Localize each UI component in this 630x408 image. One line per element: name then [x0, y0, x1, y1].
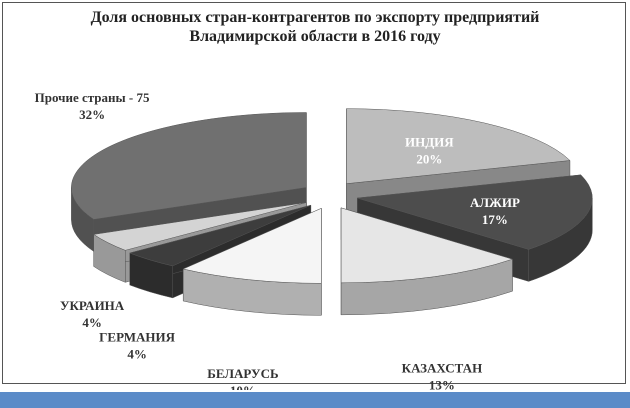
- slice-label: Прочие страны - 75: [35, 90, 150, 105]
- slice-label: УКРАИНА: [60, 298, 125, 313]
- slice-label: ГЕРМАНИЯ: [99, 330, 176, 345]
- value-label: 13%: [429, 377, 455, 390]
- value-label: 4%: [82, 315, 102, 330]
- slice-top: [346, 108, 571, 184]
- slice-top: [128, 204, 311, 267]
- slice-label: БЕЛАРУСЬ: [207, 366, 278, 381]
- slice-label: КАЗАХСТАН: [402, 360, 483, 375]
- chart: ИНДИЯ 20% Прочие страны - 75 32% АЛЖИР 17% УКР…: [35, 90, 593, 390]
- slice-label: ИНДИЯ: [405, 134, 454, 149]
- slice-top: [71, 112, 307, 220]
- slice-top: [93, 202, 307, 251]
- value-label: 32%: [79, 107, 105, 122]
- slice: [340, 207, 514, 316]
- slice: [182, 207, 322, 316]
- value-label: 20%: [416, 151, 442, 166]
- chart-title: Доля основных стран-контрагентов по эксп…: [90, 9, 540, 45]
- value-label: 10%: [230, 383, 256, 390]
- value-label: 4%: [127, 347, 147, 362]
- chart-frame: [2, 2, 626, 384]
- slice-top: [182, 207, 322, 284]
- value-label: 17%: [482, 212, 508, 227]
- slice-top: [340, 207, 514, 284]
- footer-bar: [0, 392, 630, 408]
- slice-top: [357, 174, 593, 250]
- slice-label: АЛЖИР: [470, 195, 520, 210]
